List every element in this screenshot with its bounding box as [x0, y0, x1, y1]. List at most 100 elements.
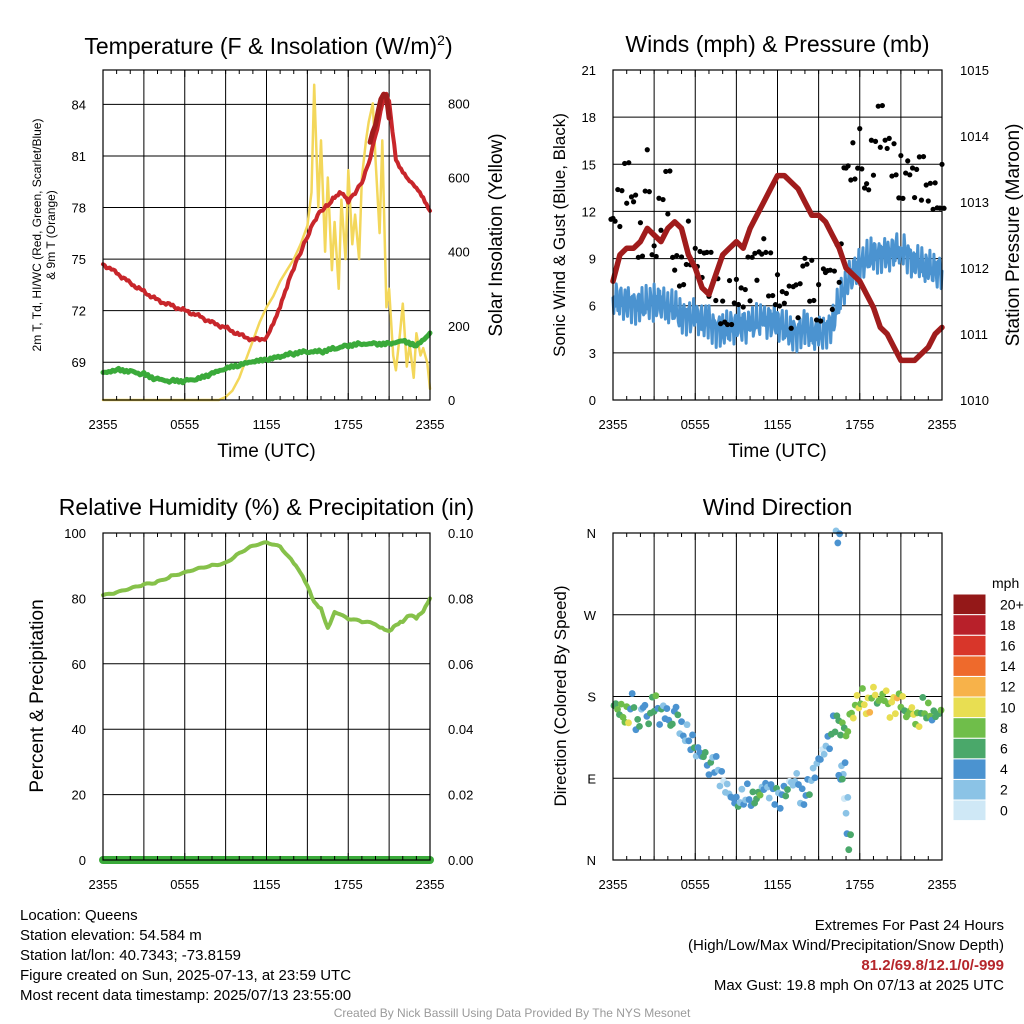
- direction-point: [834, 539, 842, 547]
- gust-point: [868, 137, 875, 143]
- y-tick-label: 6: [589, 299, 596, 314]
- direction-point: [915, 723, 923, 731]
- x-tick-label: 2355: [928, 417, 957, 432]
- gust-point: [649, 252, 655, 258]
- direction-point: [866, 708, 874, 716]
- gust-point: [644, 147, 650, 153]
- gust-point: [628, 194, 635, 200]
- direction-point: [738, 785, 746, 793]
- gust-point: [802, 255, 808, 261]
- x-tick-label: 1755: [845, 877, 874, 892]
- gust-point: [740, 304, 746, 310]
- gust-point: [886, 135, 892, 141]
- direction-point: [749, 788, 757, 796]
- direction-point: [886, 714, 894, 721]
- gust-point: [635, 254, 641, 260]
- y-tick-label: 21: [582, 63, 596, 78]
- gust-point: [903, 170, 909, 176]
- direction-point: [838, 719, 846, 727]
- y-axis-label: Percent & Precipitation: [27, 599, 48, 792]
- y-tick-label: N: [587, 853, 596, 868]
- y2-tick-label: 0: [448, 393, 455, 408]
- direction-point: [656, 721, 664, 728]
- gust-point: [804, 261, 810, 267]
- colorbar-swatch: [952, 675, 987, 698]
- colorbar-label: 10: [1000, 699, 1016, 715]
- direction-point: [844, 793, 852, 801]
- colorbar-title: mph: [992, 575, 1019, 591]
- max-gust: Max Gust: 19.8 mph On 07/13 at 2025 UTC: [713, 977, 1004, 994]
- direction-point: [871, 691, 879, 699]
- direction-point: [701, 749, 709, 756]
- chart-title: Wind Direction: [703, 494, 853, 520]
- y-tick-label: 0: [79, 853, 86, 868]
- gust-point: [870, 172, 877, 178]
- gust-point: [683, 261, 689, 268]
- y2-tick-label: 1010: [960, 393, 989, 408]
- y-tick-label: 81: [72, 149, 86, 164]
- y2-tick-label: 1015: [960, 63, 989, 78]
- gust-point: [665, 211, 671, 217]
- chart-title: Temperature (F & Insolation (W/m)2): [84, 32, 452, 59]
- gust-point: [745, 254, 751, 260]
- y-tick-label: 3: [589, 346, 596, 361]
- gust-point: [889, 173, 895, 179]
- gust-point: [624, 200, 630, 206]
- gust-point: [728, 321, 735, 328]
- gust-point: [829, 306, 835, 313]
- gust-point: [718, 321, 724, 327]
- gust-point: [776, 303, 783, 309]
- gust-point: [678, 254, 685, 260]
- speed-colorbar: mph 0 2 4 6 8 10 12 14 16 18 20+: [952, 575, 1024, 822]
- direction-point: [617, 700, 625, 708]
- gust-point: [827, 267, 833, 273]
- x-tick-label: 2355: [89, 877, 118, 892]
- chart-title: Winds (mph) & Pressure (mb): [625, 31, 929, 57]
- gust-point: [900, 195, 906, 201]
- direction-point: [674, 711, 682, 719]
- recent-timestamp: Most recent data timestamp: 2025/07/13 2…: [20, 987, 352, 1004]
- station-location: Location: Queens: [20, 907, 138, 924]
- winds-chart-axes: 0 3 6 9 12 15 18 21 1010 1011 1012 1013 1014 1015 2355…: [550, 31, 1024, 462]
- gust-point: [622, 160, 628, 167]
- y-tick-label: E: [587, 771, 596, 786]
- humidity-chart-axes: 0 20 40 60 80 100 0.00 0.02 0.04 0.06 0.08 0.10 2355…: [27, 494, 474, 892]
- gust-point: [779, 289, 785, 295]
- direction-point: [891, 710, 899, 718]
- direction-point: [645, 720, 653, 728]
- direction-point: [784, 786, 791, 793]
- y-tick-label: 20: [72, 788, 86, 803]
- y-tick-label: 72: [72, 304, 86, 319]
- gust-point: [742, 286, 748, 293]
- station-elevation: Station elevation: 54.584 m: [20, 927, 202, 944]
- direction-point: [614, 705, 621, 713]
- x-tick-label: 2355: [89, 417, 118, 432]
- direction-point: [723, 780, 731, 788]
- colorbar-label: 20+: [1000, 596, 1024, 612]
- direction-point: [636, 722, 643, 730]
- gust-point: [941, 205, 947, 211]
- gust-point: [911, 194, 918, 201]
- direction-point: [811, 774, 819, 782]
- gust-point: [855, 165, 861, 171]
- y-tick-label: 75: [72, 252, 86, 267]
- gust-point: [864, 181, 870, 187]
- direction-point: [793, 769, 801, 777]
- series-temperature: [101, 91, 432, 343]
- y2-tick-label: 1012: [960, 261, 989, 276]
- gust-point: [726, 277, 733, 284]
- gust-point: [781, 300, 787, 306]
- colorbar-swatch: [952, 614, 987, 636]
- x-axis-label: Time (UTC): [217, 441, 316, 462]
- gust-point: [697, 248, 703, 255]
- gust-point: [800, 263, 806, 269]
- colorbar-label: 12: [1000, 679, 1016, 695]
- gust-point: [617, 223, 623, 230]
- colorbar-label: 14: [1000, 658, 1016, 674]
- direction-point: [732, 793, 740, 801]
- gust-point: [811, 297, 817, 304]
- gust-point: [713, 297, 719, 304]
- gust-point: [852, 176, 858, 182]
